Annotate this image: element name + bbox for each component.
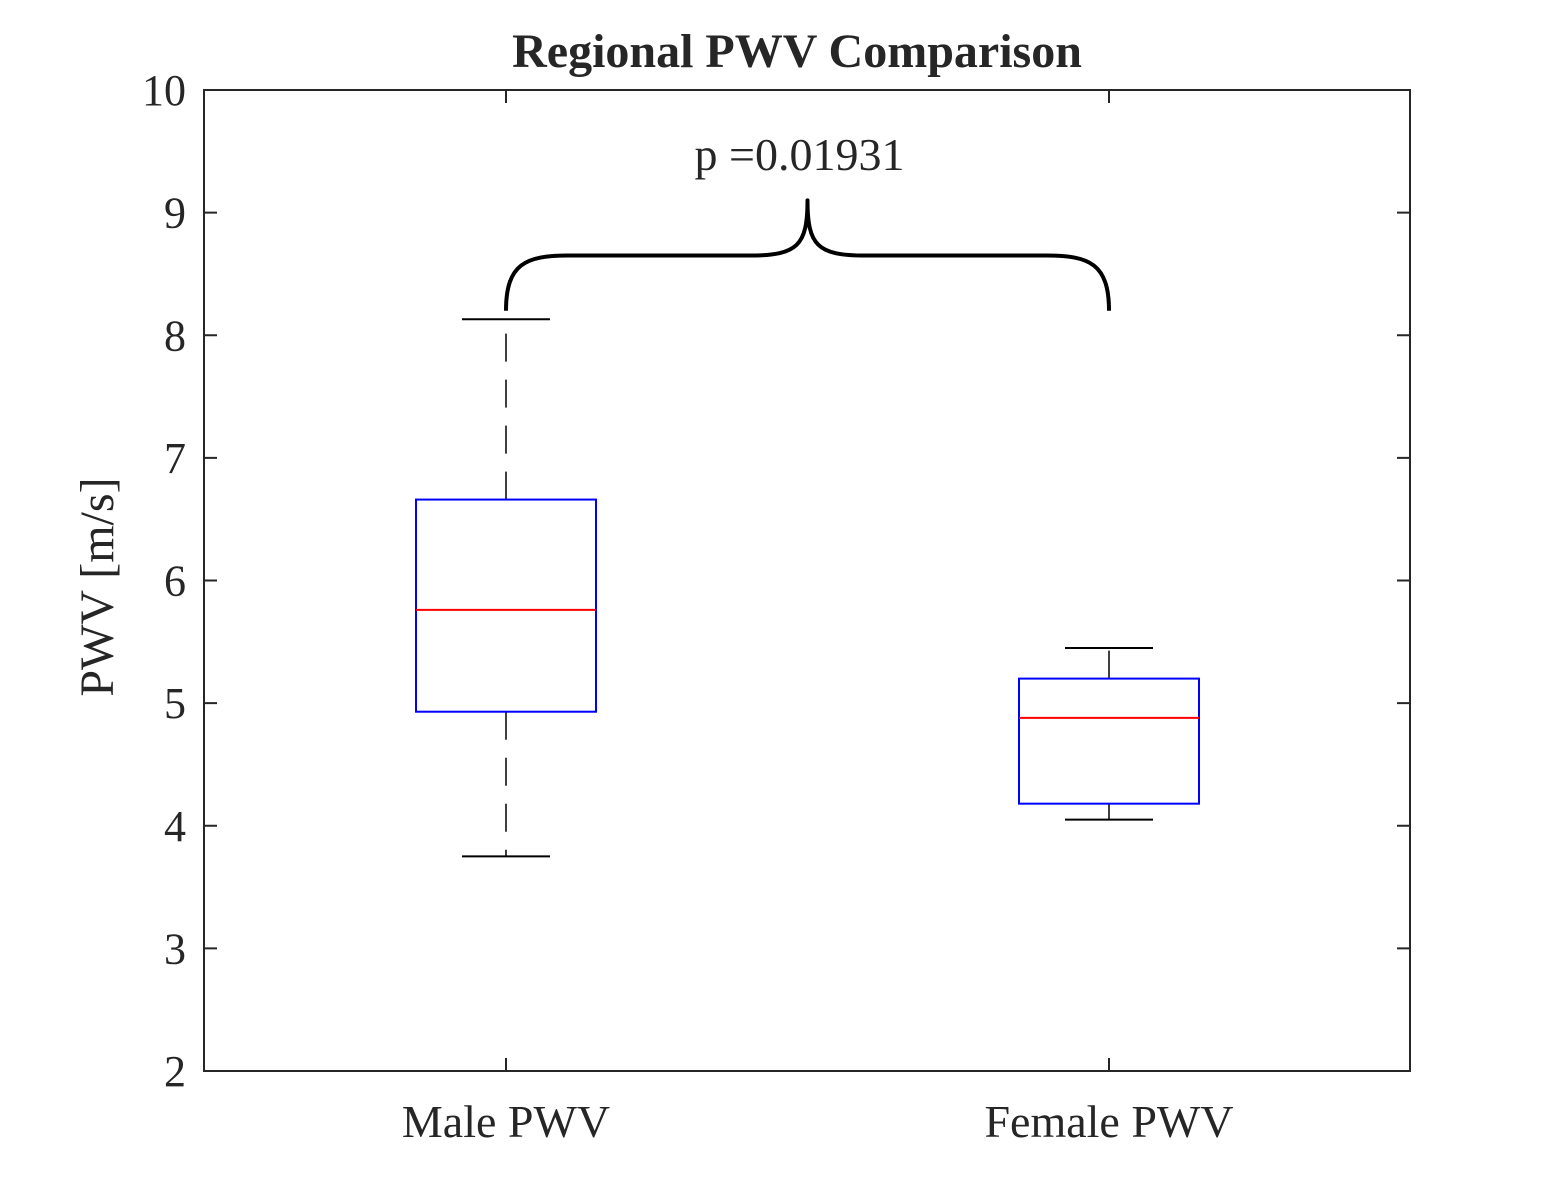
iqr-box — [415, 498, 597, 713]
plot-area: 2 3 4 5 6 7 8 9 10 Male PWV Female PWV p =0.01931 — [142, 66, 1411, 1147]
y-axis-label: PWV [m/s] — [71, 477, 124, 696]
y-tick-label: 6 — [164, 557, 186, 606]
p-value-annotation: p =0.01931 — [695, 129, 905, 180]
y-tick-label: 3 — [164, 924, 186, 973]
chart-title: Regional PWV Comparison — [512, 25, 1082, 78]
y-tick-label: 5 — [164, 679, 186, 728]
axes-frame — [203, 89, 1411, 1072]
y-tick-label: 10 — [142, 66, 186, 115]
x-category-label: Male PWV — [402, 1096, 610, 1147]
y-tick-label: 2 — [164, 1047, 186, 1096]
y-tick-label: 4 — [164, 802, 186, 851]
y-tick-label: 9 — [164, 189, 186, 238]
y-tick-label: 8 — [164, 311, 186, 360]
iqr-box — [1018, 677, 1200, 805]
significance-bracket — [504, 198, 1111, 311]
y-tick-label: 7 — [164, 434, 186, 483]
x-category-label: Female PWV — [984, 1096, 1233, 1147]
